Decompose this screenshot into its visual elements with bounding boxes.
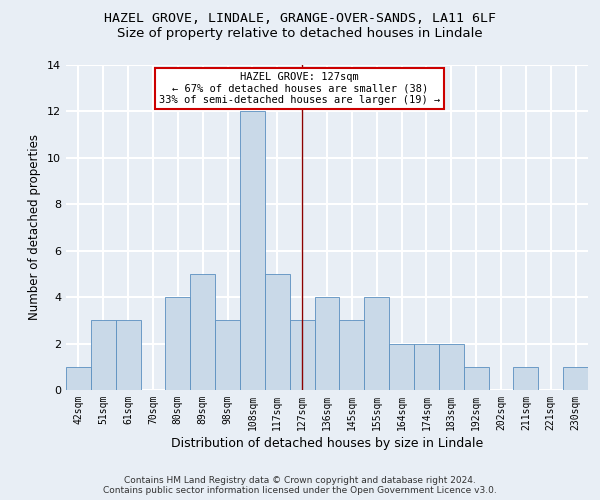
Bar (290, 320, 314, 390)
Y-axis label: Number of detached properties: Number of detached properties (28, 134, 41, 320)
Bar (66, 367, 91, 390)
Text: HAZEL GROVE, LINDALE, GRANGE-OVER-SANDS, LA11 6LF: HAZEL GROVE, LINDALE, GRANGE-OVER-SANDS,… (104, 12, 496, 26)
Bar (439, 344, 464, 390)
Bar (215, 320, 240, 390)
Bar (563, 367, 588, 390)
Bar (340, 320, 364, 390)
Bar (314, 297, 340, 390)
Text: Size of property relative to detached houses in Lindale: Size of property relative to detached ho… (117, 28, 483, 40)
Bar (166, 297, 190, 390)
X-axis label: Distribution of detached houses by size in Lindale: Distribution of detached houses by size … (171, 437, 483, 450)
Bar (116, 320, 140, 390)
Bar (464, 367, 488, 390)
Bar (240, 112, 265, 390)
Text: Contains HM Land Registry data © Crown copyright and database right 2024.
Contai: Contains HM Land Registry data © Crown c… (103, 476, 497, 495)
Bar (364, 297, 389, 390)
Bar (389, 344, 414, 390)
Bar (190, 274, 215, 390)
Bar (91, 320, 116, 390)
Bar (514, 367, 538, 390)
Text: HAZEL GROVE: 127sqm
← 67% of detached houses are smaller (38)
33% of semi-detach: HAZEL GROVE: 127sqm ← 67% of detached ho… (159, 72, 440, 105)
Bar (265, 274, 290, 390)
Bar (414, 344, 439, 390)
